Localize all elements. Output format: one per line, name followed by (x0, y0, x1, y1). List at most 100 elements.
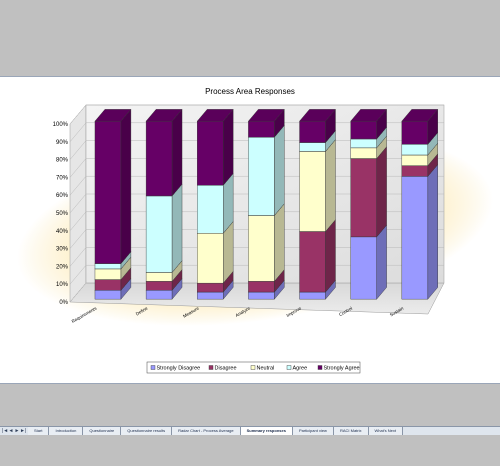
legend-swatch (150, 365, 156, 370)
bar-front-face (299, 120, 326, 143)
next-sheet-icon[interactable]: ► (14, 428, 20, 434)
sheet-tab[interactable]: RACI Matrix (333, 427, 369, 435)
bar-segment[interactable] (145, 183, 183, 273)
bar-side-face (325, 219, 336, 293)
bar-front-face (248, 136, 275, 216)
bar-front-face (248, 215, 275, 282)
bar-front-face (197, 233, 224, 284)
bar-top-face (299, 109, 336, 122)
bar-front-face (94, 120, 122, 264)
legend-swatch (286, 365, 292, 370)
bar-front-face (350, 138, 377, 149)
gridline-side (69, 247, 87, 267)
bar-top-face (94, 109, 132, 122)
sheet-tab[interactable]: Radar Chart - Process Average (172, 427, 241, 435)
bar-front-face (248, 281, 275, 293)
plot-area: 0%10%20%30%40%50%60%70%80%90%100%Require… (53, 104, 445, 324)
y-tick-label: 80% (56, 158, 69, 164)
bar-front-face (145, 281, 173, 291)
bar-segment[interactable] (350, 108, 388, 140)
bar-top-face (196, 109, 234, 122)
bar-top-face (350, 109, 388, 122)
bar-front-face (197, 291, 224, 300)
y-tick-label: 20% (56, 264, 69, 270)
legend-swatch (250, 365, 256, 370)
bar-front-face (94, 268, 122, 280)
legend-item[interactable]: Neutral (257, 366, 275, 372)
bar-segment[interactable] (299, 139, 336, 233)
bar-front-face (197, 282, 224, 293)
y-tick-label: 90% (56, 140, 69, 146)
bar-front-face (401, 120, 429, 145)
sheet-tab[interactable]: Questionnaire results (121, 427, 173, 435)
bar-front-face (248, 120, 275, 138)
sheet-tab[interactable]: What's Next (368, 427, 403, 435)
gridline-side (69, 265, 87, 285)
legend-item[interactable]: Strongly Disagree (157, 366, 201, 372)
bar-front-face (299, 151, 326, 232)
bar-top-face (401, 109, 439, 122)
y-tick-label: 0% (59, 300, 68, 306)
sheet-tab[interactable]: Start (28, 427, 50, 435)
bar-segment[interactable] (247, 108, 285, 138)
first-sheet-icon[interactable]: |◄ (2, 428, 9, 434)
gridline-side (69, 140, 87, 160)
bar-front-face (197, 185, 224, 234)
bar-side-face (376, 146, 387, 238)
bar-front-face (145, 195, 173, 273)
bar-segment[interactable] (196, 108, 234, 186)
legend-item[interactable]: Agree (293, 366, 308, 372)
bar-front-face (401, 144, 429, 156)
bar-top-face (247, 109, 285, 122)
sheet-tab[interactable]: Participant view (292, 427, 334, 435)
window-bottom (0, 435, 500, 466)
bar-segment[interactable] (145, 108, 183, 197)
chart-sheet: Process Area Responses 0% 10% 20% 30% 40% 50%… (0, 76, 500, 384)
bar-top-face (145, 109, 183, 122)
y-tick-label: 60% (56, 193, 69, 199)
gridline-side (69, 229, 87, 249)
bar-front-face (401, 176, 429, 300)
y-tick-label: 50% (56, 211, 69, 217)
bar-side-face (223, 108, 234, 186)
bar-front-face (350, 236, 377, 300)
prev-sheet-icon[interactable]: ◄ (8, 428, 14, 434)
legend[interactable]: Strongly Disagree Disagree Neutral Agree Str… (146, 361, 361, 374)
bar-front-face (145, 272, 173, 282)
bar-segment[interactable] (247, 124, 285, 217)
bar-side-face (120, 108, 132, 265)
bar-side-face (274, 124, 285, 217)
sheet-tab-list: Start Introduction Questionnaire Questionna… (28, 427, 403, 435)
bar-front-face (299, 291, 326, 300)
sheet-tab[interactable]: Summary responses (240, 427, 293, 435)
sheet-tab[interactable]: Questionnaire (83, 427, 122, 435)
gridline-side (69, 158, 87, 178)
bar-front-face (350, 120, 377, 140)
bar-front-face (350, 147, 377, 159)
process-area-chart[interactable]: Process Area Responses 0% 10% 20% 30% 40% 50%… (0, 77, 500, 383)
bar-front-face (94, 290, 122, 300)
last-sheet-icon[interactable]: ►| (20, 428, 27, 434)
bar-side-face (171, 108, 183, 197)
bar-segment[interactable] (401, 164, 439, 300)
bar-front-face (197, 120, 224, 186)
legend-item[interactable]: Strongly Agree (324, 366, 360, 372)
bar-segment[interactable] (401, 108, 439, 145)
bar-segment[interactable] (94, 108, 132, 265)
gridline-side (69, 193, 87, 214)
bar-segment[interactable] (350, 146, 388, 238)
x-tick-label: Define (135, 305, 149, 316)
gridline-side (69, 282, 87, 303)
sheet-tab[interactable]: Introduction (49, 427, 84, 435)
gridline-side (69, 122, 87, 142)
legend-item[interactable]: Disagree (215, 366, 237, 372)
bar-side-face (376, 224, 387, 300)
bar-front-face (248, 291, 275, 300)
bar-segment[interactable] (299, 108, 336, 144)
y-tick-label: 70% (56, 175, 69, 181)
y-tick-label: 100% (53, 122, 69, 128)
bar-side-face (427, 164, 438, 300)
bar-front-face (401, 154, 429, 166)
y-tick-label: 10% (56, 282, 69, 288)
bar-front-face (94, 279, 122, 291)
